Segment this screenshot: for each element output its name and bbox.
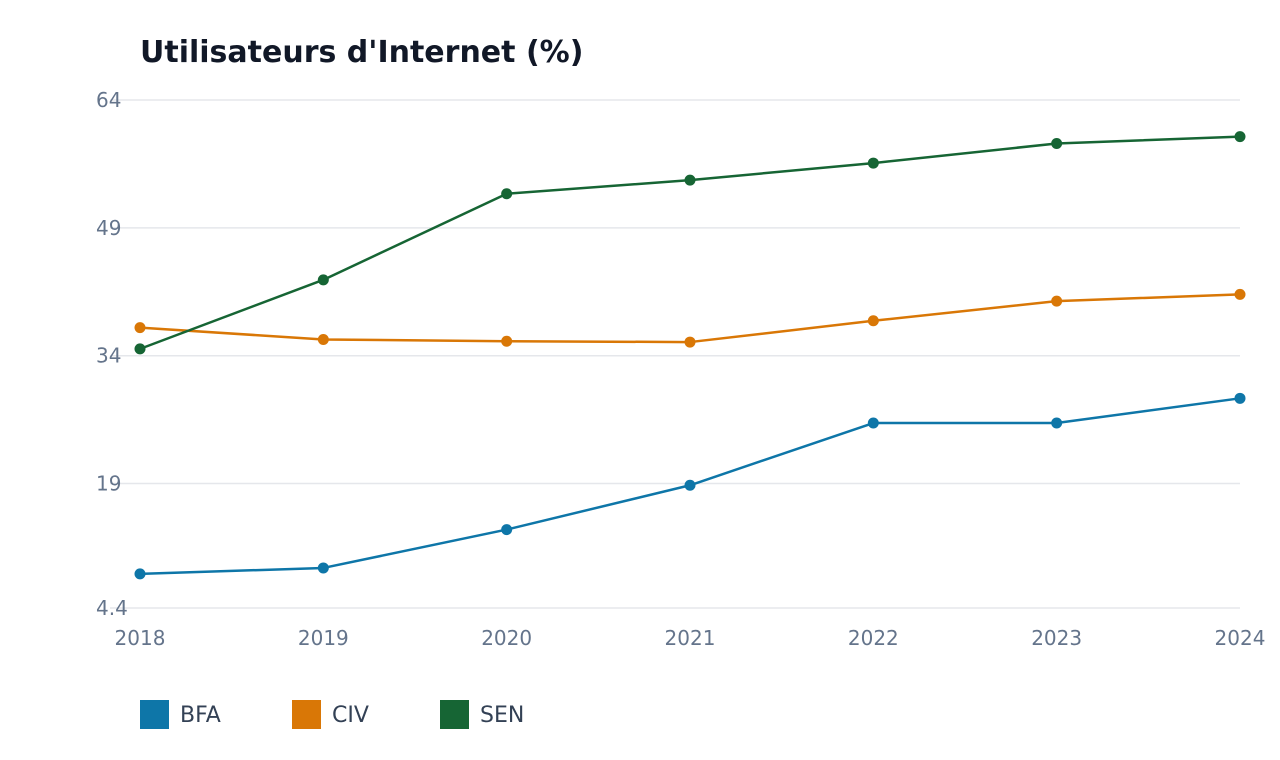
y-tick-label: 19 [96,472,121,496]
data-point-civ[interactable] [684,336,696,348]
data-point-civ[interactable] [1051,295,1063,307]
y-tick-label: 4.4 [96,596,128,620]
data-point-sen[interactable] [684,174,696,186]
x-tick-label: 2022 [848,626,899,650]
y-axis-ticks: 64 49 34 19 4.4 [96,88,128,620]
series-line-civ [139,293,1241,344]
data-point-bfa[interactable] [317,562,329,574]
y-tick-label: 49 [96,216,121,240]
x-tick-label: 2024 [1215,626,1266,650]
y-tick-label: 34 [96,344,121,368]
y-tick-label: 64 [96,88,121,112]
data-point-sen[interactable] [317,274,329,286]
chart-title: Utilisateurs d'Internet (%) [140,35,583,70]
data-point-civ[interactable] [134,322,146,334]
data-point-bfa[interactable] [134,568,146,580]
data-point-bfa[interactable] [1051,417,1063,429]
data-point-civ[interactable] [501,335,513,347]
data-point-sen[interactable] [1051,137,1063,149]
legend-label-civ: CIV [332,703,369,728]
data-point-bfa[interactable] [684,479,696,491]
data-point-sen[interactable] [867,157,879,169]
legend-label-bfa: BFA [180,703,221,728]
data-point-civ[interactable] [1234,288,1246,300]
x-tick-label: 2018 [115,626,166,650]
x-tick-label: 2019 [298,626,349,650]
series-line-sen [139,135,1241,351]
x-axis-ticks: 2018 2019 2020 2021 2022 2023 2024 [115,626,1266,650]
data-point-sen[interactable] [1234,131,1246,143]
data-point-civ[interactable] [867,315,879,327]
data-point-bfa[interactable] [1234,392,1246,404]
series-lines [134,131,1246,580]
series-bfa [134,392,1246,580]
series-sen [134,131,1246,355]
series-civ [134,288,1246,348]
data-point-bfa[interactable] [501,524,513,536]
legend-swatch-sen [440,700,469,729]
legend-swatch-bfa [140,700,169,729]
legend-swatch-civ [292,700,321,729]
data-point-civ[interactable] [317,334,329,346]
x-tick-label: 2023 [1031,626,1082,650]
x-tick-label: 2021 [665,626,716,650]
data-point-sen[interactable] [501,188,513,200]
data-point-bfa[interactable] [867,417,879,429]
legend-label-sen: SEN [480,703,524,728]
data-point-sen[interactable] [134,343,146,355]
legend: BFA CIV SEN [140,700,524,729]
gridlines [110,99,1240,609]
x-tick-label: 2020 [481,626,532,650]
